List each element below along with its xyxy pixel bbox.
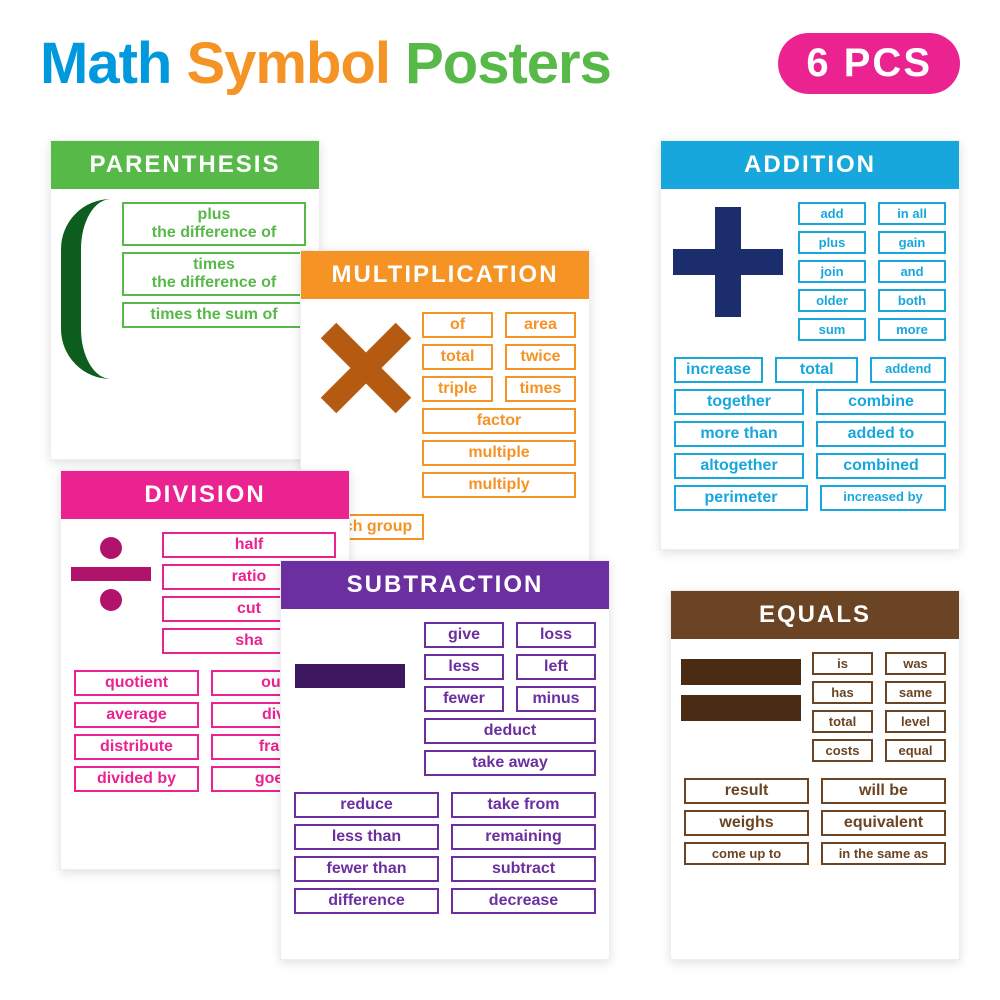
term: combined — [816, 453, 946, 479]
term: minus — [516, 686, 596, 712]
term-rows: reduce take from less than remaining fewer… — [281, 789, 609, 927]
times-icon — [311, 309, 411, 413]
card-title: MULTIPLICATION — [301, 251, 589, 299]
term: times — [505, 376, 576, 402]
term: reduce — [294, 792, 439, 818]
term: join — [798, 260, 866, 283]
term: costs — [812, 739, 873, 762]
card-title: EQUALS — [671, 591, 959, 639]
term: take away — [424, 750, 596, 776]
term: combine — [816, 389, 946, 415]
term: left — [516, 654, 596, 680]
term: fewer — [424, 686, 504, 712]
card-equals: EQUALS iswas hassame total level costs equ… — [670, 590, 960, 960]
term: plus — [798, 231, 866, 254]
term-list: add in all plus gain joinand older both sum… — [795, 199, 949, 344]
term: less than — [294, 824, 439, 850]
minus-icon — [291, 619, 413, 688]
term: has — [812, 681, 873, 704]
term: total — [775, 357, 859, 383]
term: total — [422, 344, 493, 370]
term: was — [885, 652, 946, 675]
term: same — [885, 681, 946, 704]
term: deduct — [424, 718, 596, 744]
term: more — [878, 318, 946, 341]
page-title: Math Symbol Posters — [40, 30, 611, 97]
term: increase — [674, 357, 763, 383]
term: fewer than — [294, 856, 439, 882]
term: come up to — [684, 842, 809, 865]
term: subtract — [451, 856, 596, 882]
equals-icon — [681, 649, 801, 731]
term: multiple — [422, 440, 576, 466]
title-row: Math Symbol Posters 6 PCS — [40, 30, 960, 97]
count-badge: 6 PCS — [778, 33, 960, 94]
term: triple — [422, 376, 493, 402]
term: will be — [821, 778, 946, 804]
term: quotient — [74, 670, 199, 696]
term: result — [684, 778, 809, 804]
parenthesis-icon — [61, 199, 111, 379]
title-word-3: Posters — [405, 31, 611, 96]
term: equivalent — [821, 810, 946, 836]
term: factor — [422, 408, 576, 434]
term: altogether — [674, 453, 804, 479]
term: in all — [878, 202, 946, 225]
term: remaining — [451, 824, 596, 850]
card-title: SUBTRACTION — [281, 561, 609, 609]
term: together — [674, 389, 804, 415]
term-list: ofarea total twice triple times factor mul… — [419, 309, 579, 501]
term: decrease — [451, 888, 596, 914]
term: plus the difference of — [122, 202, 306, 246]
plus-icon — [671, 199, 787, 317]
term: loss — [516, 622, 596, 648]
card-title: PARENTHESIS — [51, 141, 319, 189]
card-addition: ADDITION add in all plus gain joinand olde… — [660, 140, 960, 550]
term: level — [885, 710, 946, 733]
card-subtraction: SUBTRACTION give loss less left fewer minus… — [280, 560, 610, 960]
term: in the same as — [821, 842, 946, 865]
term: distribute — [74, 734, 199, 760]
term: area — [505, 312, 576, 338]
term: equal — [885, 739, 946, 762]
term: half — [162, 532, 336, 558]
term: give — [424, 622, 504, 648]
card-title: ADDITION — [661, 141, 959, 189]
term-rows: increase total addend together combine more… — [661, 354, 959, 524]
title-word-2: Symbol — [186, 31, 390, 96]
term-rows: result will be weighs equivalent come up t… — [671, 775, 959, 878]
term: difference — [294, 888, 439, 914]
card-parenthesis: PARENTHESIS plus the difference of times… — [50, 140, 320, 460]
division-icon — [71, 529, 151, 619]
term: times the sum of — [122, 302, 306, 328]
term: older — [798, 289, 866, 312]
term: both — [878, 289, 946, 312]
term: gain — [878, 231, 946, 254]
term-list: give loss less left fewer minus deduct take… — [421, 619, 599, 779]
term: increased by — [820, 485, 946, 511]
term: added to — [816, 421, 946, 447]
term: total — [812, 710, 873, 733]
term: times the difference of — [122, 252, 306, 296]
term: sum — [798, 318, 866, 341]
term: less — [424, 654, 504, 680]
term: twice — [505, 344, 576, 370]
term: of — [422, 312, 493, 338]
card-title: DIVISION — [61, 471, 349, 519]
term-list: plus the difference of times the differe… — [119, 199, 309, 331]
term: more than — [674, 421, 804, 447]
term-list: iswas hassame total level costs equal — [809, 649, 949, 765]
term: is — [812, 652, 873, 675]
term: add — [798, 202, 866, 225]
term: take from — [451, 792, 596, 818]
term: average — [74, 702, 199, 728]
term: and — [878, 260, 946, 283]
term: addend — [870, 357, 946, 383]
term: multiply — [422, 472, 576, 498]
term: perimeter — [674, 485, 808, 511]
term: weighs — [684, 810, 809, 836]
title-word-1: Math — [40, 31, 171, 96]
term: divided by — [74, 766, 199, 792]
